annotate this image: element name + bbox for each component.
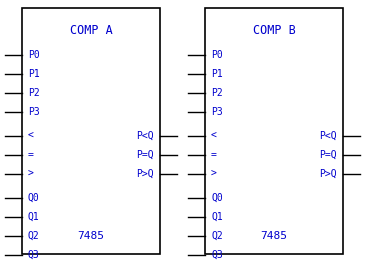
Text: Q2: Q2: [211, 231, 223, 241]
Text: P2: P2: [28, 88, 40, 98]
Text: Q0: Q0: [211, 193, 223, 203]
Text: COMP B: COMP B: [253, 23, 295, 36]
Text: =: =: [211, 150, 217, 160]
Text: P>Q: P>Q: [137, 169, 154, 179]
Text: <: <: [211, 131, 217, 141]
Text: P=Q: P=Q: [319, 150, 337, 160]
Text: Q1: Q1: [211, 212, 223, 222]
Text: Q1: Q1: [28, 212, 40, 222]
Text: Q2: Q2: [28, 231, 40, 241]
Text: >: >: [28, 169, 34, 179]
Text: P<Q: P<Q: [319, 131, 337, 141]
Text: P0: P0: [28, 50, 40, 60]
Text: 7485: 7485: [77, 231, 104, 241]
Text: P0: P0: [211, 50, 223, 60]
Text: 7485: 7485: [261, 231, 288, 241]
Text: >: >: [211, 169, 217, 179]
Text: COMP A: COMP A: [70, 23, 112, 36]
Text: P3: P3: [211, 107, 223, 117]
Bar: [22, 8, 160, 254]
Text: P2: P2: [211, 88, 223, 98]
Text: P1: P1: [211, 69, 223, 79]
Text: =: =: [28, 150, 34, 160]
Text: P>Q: P>Q: [319, 169, 337, 179]
Bar: [205, 8, 343, 254]
Text: <: <: [28, 131, 34, 141]
Text: P=Q: P=Q: [137, 150, 154, 160]
Text: Q0: Q0: [28, 193, 40, 203]
Text: Q3: Q3: [28, 250, 40, 260]
Text: P<Q: P<Q: [137, 131, 154, 141]
Text: P3: P3: [28, 107, 40, 117]
Text: P1: P1: [28, 69, 40, 79]
Text: Q3: Q3: [211, 250, 223, 260]
